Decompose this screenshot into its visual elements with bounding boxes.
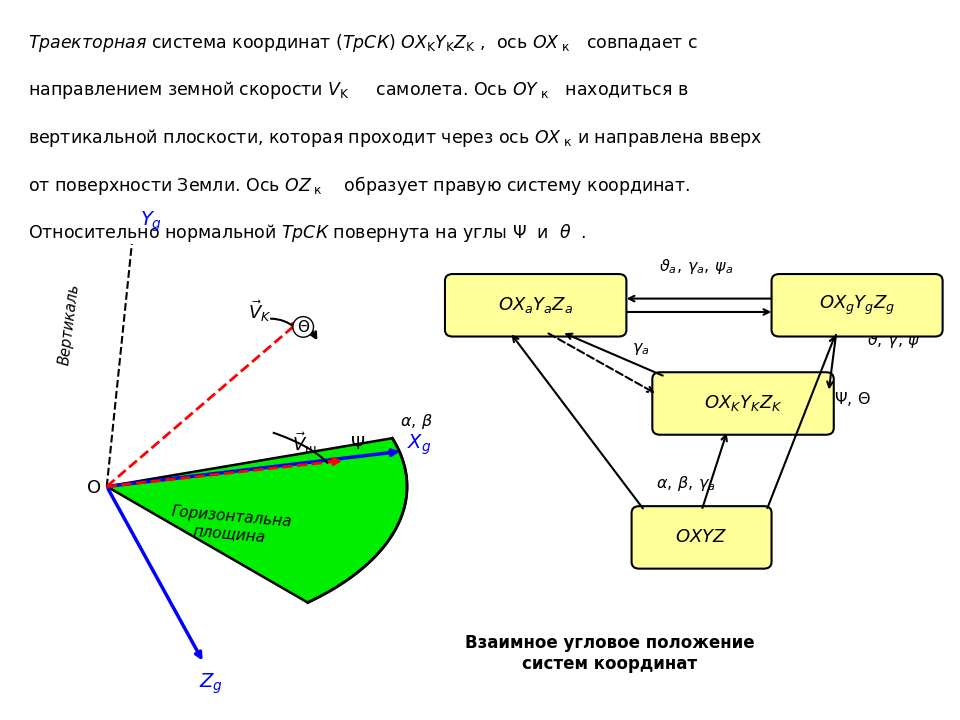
FancyBboxPatch shape [444, 274, 626, 336]
Text: Относительно нормальной $\mathit{ТрСК}$ повернута на углы $\Psi$  и  $\theta$  .: Относительно нормальной $\mathit{ТрСК}$ … [29, 222, 587, 244]
Text: $\gamma_a$: $\gamma_a$ [633, 341, 650, 356]
Text: O: O [87, 479, 101, 497]
Text: $\Theta$: $\Theta$ [297, 319, 310, 335]
Text: $\Psi$: $\Psi$ [349, 435, 365, 453]
Text: $Y_g$: $Y_g$ [140, 210, 162, 234]
Text: направлением земной скорости $\mathit{V_{\rm K}}$     самолета. Ось $\mathit{OY_: направлением земной скорости $\mathit{V_… [29, 79, 688, 102]
Text: вертикальной плоскости, которая проходит через ось $\mathit{OX_{\rm\ к}}$ и напр: вертикальной плоскости, которая проходит… [29, 127, 763, 149]
Text: $\Psi,\, \Theta$: $\Psi,\, \Theta$ [833, 390, 871, 408]
Text: $Z_g$: $Z_g$ [200, 671, 224, 696]
Text: $\vartheta_a,\, \gamma_a,\, \psi_a$: $\vartheta_a,\, \gamma_a,\, \psi_a$ [660, 257, 733, 276]
Text: $OX_gY_gZ_g$: $OX_gY_gZ_g$ [819, 294, 896, 317]
Text: Горизонтальна
площина: Горизонтальна площина [169, 504, 292, 547]
Text: $\vartheta,\, \gamma,\, \psi$: $\vartheta,\, \gamma,\, \psi$ [868, 331, 922, 351]
Text: $OX_aY_aZ_a$: $OX_aY_aZ_a$ [498, 295, 573, 315]
Text: от поверхности Земли. Ось $\mathit{OZ_{\rm\ к}}$    образует правую систему коор: от поверхности Земли. Ось $\mathit{OZ_{\… [29, 174, 691, 197]
Text: $X_g$: $X_g$ [407, 433, 431, 457]
Text: $\vec{V}_\text{ш}$: $\vec{V}_\text{ш}$ [292, 431, 317, 456]
Text: $\mathbf{\mathit{Траекторная}}$ система координат ($\mathit{ТрСК}$) $\mathit{OX_: $\mathbf{\mathit{Траекторная}}$ система … [29, 32, 699, 54]
Polygon shape [107, 438, 407, 603]
Text: $\alpha,\, \beta$: $\alpha,\, \beta$ [400, 412, 433, 431]
Text: $\vec{V}_K$: $\vec{V}_K$ [248, 298, 272, 324]
FancyBboxPatch shape [772, 274, 943, 336]
Text: $OX_KY_KZ_K$: $OX_KY_KZ_K$ [704, 394, 782, 413]
FancyBboxPatch shape [632, 506, 772, 569]
Text: Вертикаль: Вертикаль [57, 282, 82, 366]
FancyBboxPatch shape [653, 372, 833, 435]
Text: $OXYZ$: $OXYZ$ [676, 528, 728, 546]
Text: Взаимное угловое положение
систем координат: Взаимное угловое положение систем коорди… [465, 634, 755, 673]
Text: $\alpha,\, \beta,\, \gamma_a$: $\alpha,\, \beta,\, \gamma_a$ [656, 474, 716, 492]
